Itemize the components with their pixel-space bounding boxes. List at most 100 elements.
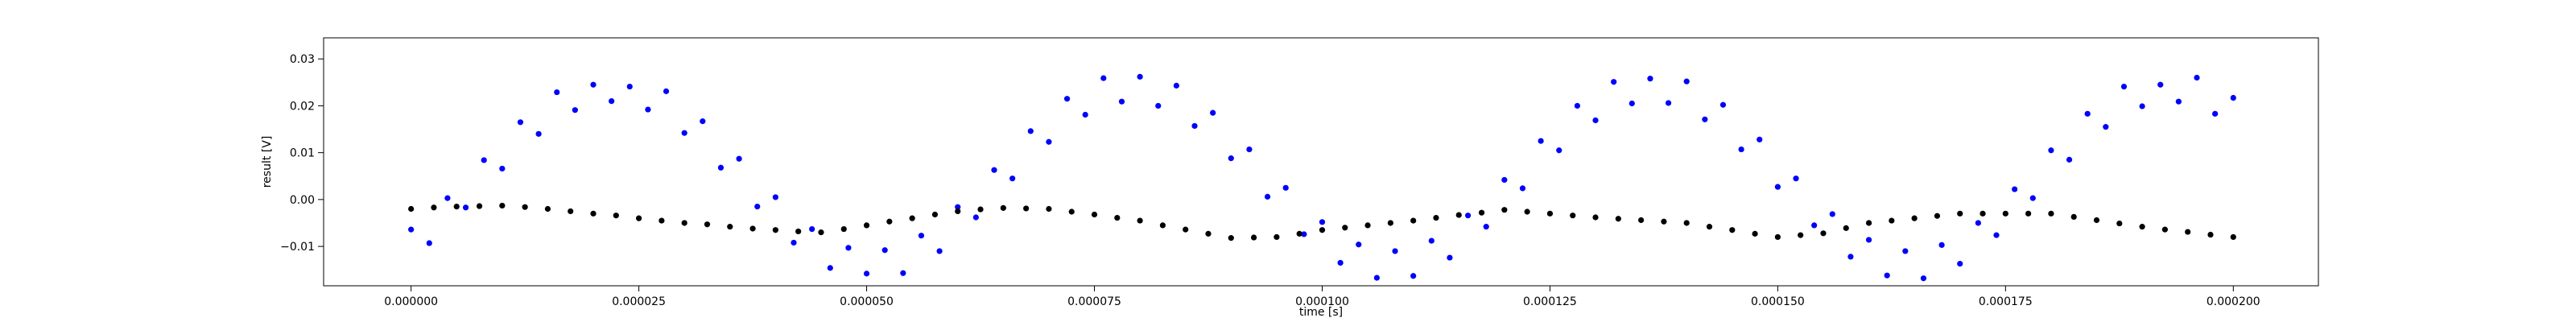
point: [1114, 214, 1121, 221]
point: [2103, 124, 2109, 130]
point: [1957, 210, 1963, 217]
point: [1337, 259, 1344, 266]
point: [408, 205, 415, 213]
point: [909, 215, 915, 221]
point: [2116, 220, 2123, 227]
point: [1957, 261, 1963, 267]
point: [1173, 82, 1179, 89]
point: [1210, 109, 1216, 116]
point: [1647, 76, 1653, 82]
point: [1979, 210, 1986, 217]
point: [1009, 175, 1016, 182]
point: [1282, 184, 1289, 191]
point: [1082, 111, 1088, 118]
point: [1570, 213, 1576, 219]
point: [936, 248, 943, 254]
x-tick-label: 0.000075: [1067, 295, 1121, 308]
point: [1638, 217, 1645, 224]
point: [1592, 117, 1599, 124]
point: [1793, 175, 1799, 182]
point: [1615, 216, 1621, 222]
point: [499, 165, 506, 172]
point: [1455, 212, 1462, 218]
point: [972, 214, 979, 221]
point: [2161, 226, 2169, 233]
point: [2230, 94, 2236, 101]
point: [1000, 204, 1006, 211]
point: [681, 130, 687, 136]
point: [658, 217, 665, 224]
x-axis-label: time [s]: [1299, 306, 1343, 319]
point: [2048, 147, 2054, 154]
point: [572, 107, 578, 114]
point: [1063, 96, 1071, 102]
point: [791, 239, 797, 246]
x-tick-label: 0.000025: [612, 295, 666, 308]
point: [431, 204, 437, 211]
point: [1137, 217, 1143, 224]
point: [1356, 242, 1362, 248]
point: [1884, 272, 1890, 279]
x-tick-label: 0.000150: [1751, 295, 1805, 308]
point: [2070, 213, 2077, 221]
point: [717, 164, 724, 171]
point: [1975, 220, 1981, 226]
point: [1934, 213, 1941, 219]
point: [1524, 208, 1530, 215]
point: [1501, 207, 1508, 213]
point: [1410, 273, 1417, 279]
point: [1774, 233, 1781, 241]
point: [2207, 231, 2214, 238]
point: [1301, 231, 1307, 237]
point: [809, 225, 815, 233]
point: [590, 81, 597, 88]
point: [1611, 79, 1617, 85]
point: [1538, 138, 1544, 144]
y-tick-label: 0.03: [290, 53, 315, 66]
point: [918, 233, 925, 239]
point: [1046, 138, 1052, 145]
point: [1205, 230, 1212, 237]
point: [749, 225, 756, 232]
x-tick-label: 0.000200: [2207, 295, 2260, 308]
point: [1046, 205, 1052, 213]
point: [499, 202, 506, 209]
point: [1501, 176, 1508, 184]
point: [1478, 209, 1485, 216]
point: [772, 194, 778, 200]
point: [1155, 102, 1162, 109]
point: [1798, 232, 1804, 238]
point: [1719, 101, 1727, 108]
point: [609, 98, 615, 105]
point: [444, 195, 451, 201]
y-tick-label: 0.00: [290, 194, 315, 207]
point: [704, 221, 711, 228]
point: [1889, 217, 1895, 224]
point: [1738, 146, 1744, 153]
point: [2230, 233, 2236, 241]
point: [2025, 210, 2032, 217]
point: [1843, 225, 1849, 231]
point: [1902, 248, 1909, 254]
point: [1519, 185, 1526, 192]
point: [681, 220, 687, 226]
point: [408, 226, 415, 233]
point: [2048, 210, 2054, 217]
point: [1364, 222, 1371, 229]
point: [481, 157, 487, 163]
point: [727, 224, 733, 230]
point: [2157, 81, 2164, 88]
point: [522, 204, 528, 210]
point: [881, 247, 888, 254]
point: [1820, 230, 1827, 237]
point: [1706, 224, 1713, 230]
point: [1865, 237, 1872, 243]
point: [1387, 220, 1393, 226]
point: [554, 89, 560, 96]
point: [2093, 217, 2100, 224]
point: [1811, 222, 1818, 229]
point: [1319, 219, 1326, 225]
point: [955, 204, 961, 210]
point: [1264, 193, 1271, 200]
